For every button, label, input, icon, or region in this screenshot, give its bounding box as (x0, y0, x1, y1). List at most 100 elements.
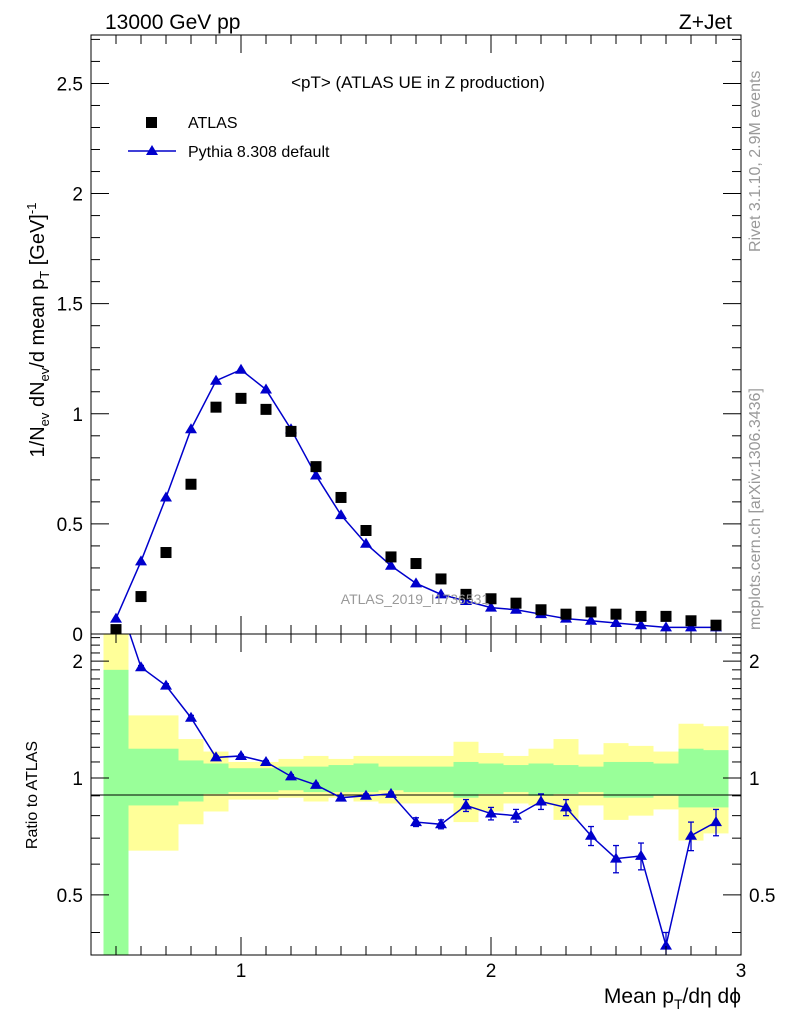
ratio-axis-ticks: 0.5 0.5 1 1 2 2 1 2 3 (57, 634, 775, 982)
ratio-band-inner (603, 761, 629, 798)
mc-point (435, 588, 447, 599)
atlas-point (710, 619, 722, 631)
ratio-band-inner (378, 766, 404, 791)
watermark-label: ATLAS_2019_I1736531 (341, 591, 490, 607)
mc-point (335, 509, 347, 520)
atlas-point (635, 610, 647, 622)
mc-point (685, 621, 697, 632)
atlas-point (610, 608, 622, 620)
ratio-point (360, 789, 372, 800)
ratio-band-inner (578, 766, 604, 793)
ratio-band-inner (103, 669, 129, 955)
ratio-point (460, 799, 472, 810)
ratio-band-inner (553, 765, 579, 794)
atlas-point (335, 491, 347, 503)
ratio-point (410, 816, 422, 827)
legend: ATLAS Pythia 8.308 default (128, 115, 330, 161)
legend-marker-atlas (146, 117, 157, 128)
main-y-tick-label: 1.5 (57, 295, 83, 316)
ratio-point (710, 816, 722, 827)
mc-point (160, 491, 172, 502)
x-tick-label: 2 (486, 961, 497, 982)
side-label-mcplots: mcplots.cern.ch [arXiv:1306.3436] (747, 388, 764, 630)
atlas-point (410, 558, 422, 570)
mc-point (360, 537, 372, 548)
ratio-band-inner (128, 748, 154, 806)
legend-label-atlas: ATLAS (188, 115, 238, 132)
atlas-point (560, 608, 572, 620)
mc-point (585, 614, 597, 625)
main-y-tick-label: 1 (72, 405, 83, 426)
mc-point (260, 383, 272, 394)
ratio-band-inner (228, 768, 254, 793)
ratio-point (635, 849, 647, 860)
ratio-y-tick-label: 2 (72, 652, 83, 673)
atlas-point (660, 610, 672, 622)
ratio-point (260, 755, 272, 766)
ratio-point (385, 787, 397, 798)
ratio-band-inner (503, 765, 529, 793)
atlas-point (485, 593, 497, 605)
ratio-point (610, 852, 622, 863)
mc-point (210, 374, 222, 385)
ratio-y-tick-label: 1 (72, 769, 83, 790)
ratio-band-inner (528, 763, 554, 796)
main-plot-title: <pT> (ATLAS UE in Z production) (291, 73, 545, 92)
ratio-point (510, 809, 522, 820)
mc-point (635, 619, 647, 630)
ratio-panel: 0.5 0.5 1 1 2 2 1 2 3 Ratio to ATLAS Mean pT/dη … (24, 633, 775, 1012)
atlas-point (160, 547, 172, 559)
main-y-tick-label: 0 (72, 625, 83, 646)
atlas-point (360, 524, 372, 536)
atlas-point (535, 604, 547, 616)
ratio-point (185, 711, 197, 722)
mc-point (410, 577, 422, 588)
main-y-tick-label: 2 (72, 185, 83, 206)
mc-series-line (115, 368, 716, 629)
x-axis-label: Mean pT/dη dϕ (604, 985, 741, 1012)
ratio-point (135, 661, 147, 672)
header-left-label: 13000 GeV pp (105, 11, 240, 34)
ratio-series-layer (129, 634, 722, 955)
ratio-band-inner (453, 761, 479, 798)
atlas-point (135, 591, 147, 603)
legend-label-mc: Pythia 8.308 default (188, 144, 330, 161)
mc-point (235, 363, 247, 374)
ratio-clip-group (129, 634, 722, 955)
ratio-point (560, 801, 572, 812)
x-tick-label: 3 (736, 961, 747, 982)
ratio-y-tick-label: 0.5 (57, 886, 83, 907)
main-y-tick-label: 0.5 (57, 515, 83, 536)
svg-text:1/Nev dNev/d mean pT [GeV]-1: 1/Nev dNev/d mean pT [GeV]-1 (24, 203, 52, 458)
ratio-band-inner (403, 766, 429, 793)
atlas-point (285, 425, 297, 437)
ratio-point (210, 751, 222, 762)
atlas-point (385, 551, 397, 563)
mc-point (610, 616, 622, 627)
mc-point (660, 621, 672, 632)
atlas-point (210, 401, 222, 413)
atlas-point (685, 615, 697, 627)
ratio-point (435, 818, 447, 829)
main-y-tick-label: 2.5 (57, 74, 83, 95)
ratio-band-inner (628, 761, 654, 798)
atlas-point (235, 392, 247, 404)
mc-point (185, 423, 197, 434)
ratio-point (310, 778, 322, 789)
ratio-band-inner (703, 750, 729, 808)
main-panel: 0 0.5 1 1.5 2 2.5 <pT> (ATLAS UE in Z product… (24, 34, 742, 646)
ratio-point (485, 807, 497, 818)
ratio-point (660, 939, 672, 950)
ratio-y-tick-label-right: 0.5 (749, 886, 775, 907)
main-series-layer (110, 363, 722, 636)
ratio-point (685, 829, 697, 840)
atlas-point (510, 597, 522, 609)
ratio-point (160, 679, 172, 690)
mc-point (485, 601, 497, 612)
ratio-y-axis-label: Ratio to ATLAS (24, 741, 41, 849)
x-tick-label: 1 (236, 961, 247, 982)
atlas-point (260, 403, 272, 415)
ratio-band-inner (678, 748, 704, 808)
ratio-band-inner (253, 768, 279, 793)
